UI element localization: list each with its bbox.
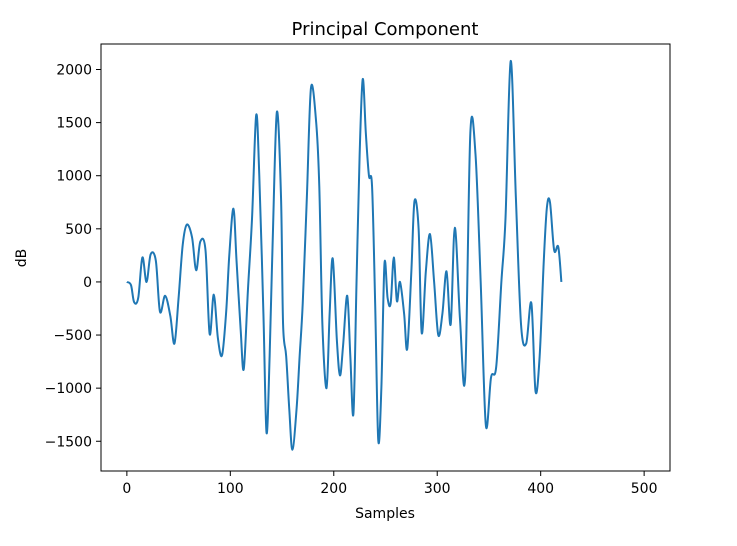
y-axis-ticks: −1500 −1000 −500 0 500 1000 1500 2000 [45, 62, 101, 450]
chart-title: Principal Component [292, 19, 479, 40]
plot-area-frame [100, 43, 671, 472]
y-tick-label: 2000 [56, 62, 92, 78]
y-tick-label: 0 [83, 275, 92, 291]
y-tick-label: −500 [54, 328, 92, 344]
x-tick-label: 500 [631, 481, 658, 497]
y-tick-label: −1500 [45, 434, 92, 450]
x-tick-label: 0 [122, 481, 131, 497]
y-tick-label: −1000 [45, 381, 92, 397]
y-axis-label: dB [14, 249, 30, 268]
x-tick-label: 400 [527, 481, 554, 497]
y-tick-label: 500 [65, 222, 92, 238]
y-tick-label: 1000 [56, 169, 92, 185]
series-line [126, 59, 563, 451]
x-tick-label: 200 [320, 481, 347, 497]
x-tick-label: 300 [424, 481, 451, 497]
x-axis-label: Samples [355, 506, 415, 522]
y-tick-label: 1500 [56, 116, 92, 132]
series-layer [126, 59, 563, 451]
x-tick-label: 100 [217, 481, 244, 497]
x-axis-ticks: 0 100 200 300 400 500 [122, 471, 658, 497]
